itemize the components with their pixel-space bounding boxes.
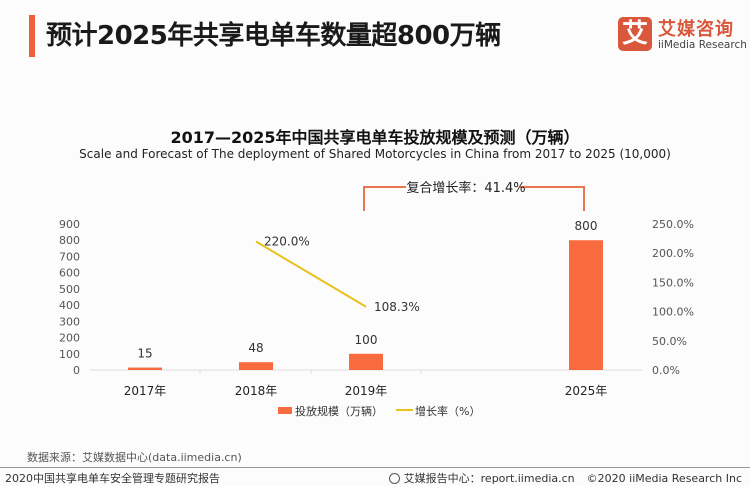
globe-icon — [388, 473, 400, 484]
legend-bar-label: 投放规模（万辆） — [295, 404, 383, 418]
bar — [128, 367, 162, 370]
bar — [569, 240, 603, 370]
bar-value-label: 48 — [248, 341, 263, 355]
left-tick-label: 800 — [59, 234, 80, 247]
x-axis-ticks: 2017年 2018年 2019年 2025年 — [124, 370, 608, 398]
logo-icon: 艾 — [618, 17, 652, 51]
left-tick-label: 900 — [59, 218, 80, 231]
right-tick-label: 50.0% — [652, 335, 687, 348]
left-tick-label: 400 — [59, 299, 80, 312]
right-tick-label: 0.0% — [652, 364, 680, 377]
line-value-label: 108.3% — [374, 300, 420, 314]
left-tick-label: 0 — [73, 364, 80, 377]
right-tick-label: 250.0% — [652, 218, 694, 231]
chart-title: 2017—2025年中国共享电单车投放规模及预测（万辆） — [170, 128, 580, 147]
line-value-label: 220.0% — [264, 235, 310, 249]
left-tick-label: 500 — [59, 283, 80, 296]
chart-subtitle: Scale and Forecast of The deployment of … — [79, 147, 671, 161]
left-tick-label: 300 — [59, 315, 80, 328]
right-axis: 0.0% 50.0% 100.0% 150.0% 200.0% 250.0% — [652, 218, 694, 377]
left-tick-label: 200 — [59, 332, 80, 345]
logo-cn-text: 艾媒咨询 — [658, 19, 734, 40]
right-tick-label: 150.0% — [652, 276, 694, 289]
x-tick-label: 2018年 — [235, 384, 278, 398]
cagr-label: 复合增长率：41.4% — [406, 180, 525, 196]
title-accent-bar — [29, 15, 35, 57]
bar-value-label: 800 — [575, 219, 598, 233]
legend-bar-swatch — [278, 407, 292, 414]
legend: 投放规模（万辆） 增长率（%） — [278, 404, 480, 418]
right-tick-label: 200.0% — [652, 247, 694, 260]
bar-series: 15 48 100 800 — [128, 219, 603, 370]
iimedia-logo: 艾 艾媒咨询 iiMedia Research — [618, 17, 747, 53]
footer-divider — [0, 467, 750, 468]
cagr-bracket-left — [363, 186, 406, 211]
footer-right: 艾媒报告中心：report.iimedia.cn ©2020 iiMedia Re… — [388, 470, 742, 486]
x-tick-label: 2017年 — [124, 384, 167, 398]
footer-report-title: 2020中国共享电单车安全管理专题研究报告 — [5, 472, 220, 485]
cagr-annotation: 复合增长率：41.4% — [363, 180, 585, 211]
bar-value-label: 15 — [137, 347, 152, 361]
bar — [349, 353, 383, 370]
x-tick-label: 2019年 — [345, 384, 388, 398]
left-axis: 0 100 200 300 400 500 600 700 800 900 — [59, 218, 80, 377]
page-title: 预计2025年共享电单车数量超800万辆 — [46, 21, 501, 51]
legend-line-label: 增长率（%） — [415, 404, 480, 418]
footer-copyright: ©2020 iiMedia Research Inc — [586, 472, 742, 485]
right-tick-label: 100.0% — [652, 306, 694, 319]
line-series: 220.0% 108.3% — [255, 235, 420, 314]
footer-report-center[interactable]: 艾媒报告中心：report.iimedia.cn — [403, 472, 575, 485]
left-tick-label: 700 — [59, 250, 80, 263]
logo-en-text: iiMedia Research — [658, 39, 747, 51]
cagr-bracket-right — [520, 186, 585, 211]
left-tick-label: 600 — [59, 267, 80, 280]
left-tick-label: 100 — [59, 348, 80, 361]
bar — [239, 362, 273, 370]
data-source: 数据来源：艾媒数据中心(data.iimedia.cn) — [27, 451, 242, 464]
x-tick-label: 2025年 — [565, 384, 608, 398]
growth-rate-line — [255, 240, 367, 308]
bar-value-label: 100 — [355, 333, 378, 347]
